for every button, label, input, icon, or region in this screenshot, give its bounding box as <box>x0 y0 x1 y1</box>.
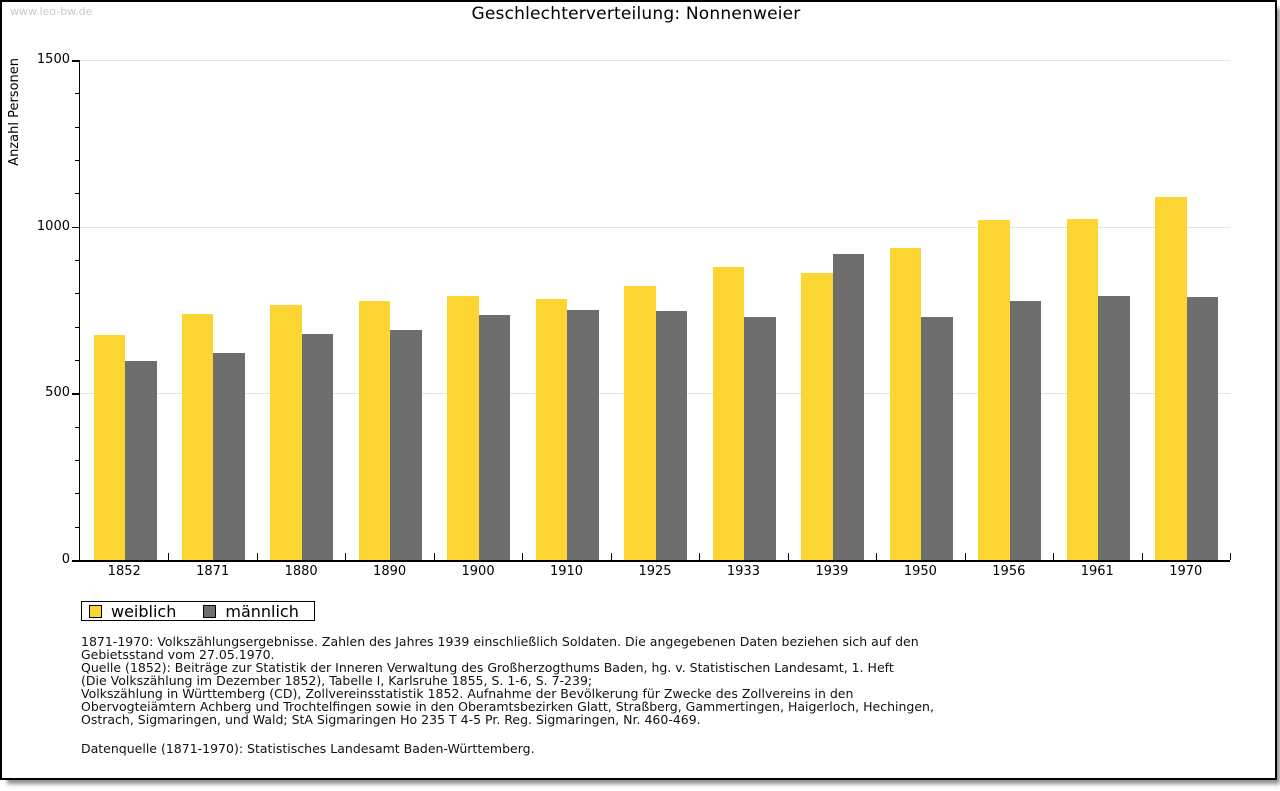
x-tick-12 <box>1141 553 1143 560</box>
datasource-line: Datenquelle (1871-1970): Statistisches L… <box>81 741 535 756</box>
y-minor-tick-700 <box>75 326 80 328</box>
footnote-line: Ostrach, Sigmaringen, und Wald; StA Sigm… <box>81 712 701 727</box>
legend-item-weiblich: weiblich <box>89 602 176 621</box>
bar-männlich-1852 <box>125 361 157 560</box>
legend-box: weiblich männlich <box>81 601 315 621</box>
y-major-tick-0 <box>72 560 80 562</box>
x-tick-label-1961: 1961 <box>1080 564 1114 579</box>
x-tick-label-1970: 1970 <box>1169 564 1203 579</box>
footnote-line: Volkszählung in Württemberg (CD), Zollve… <box>81 686 854 701</box>
bar-männlich-1939 <box>832 254 865 560</box>
x-tick-1 <box>168 553 170 560</box>
x-tick-4 <box>433 553 435 560</box>
y-major-tick-1000 <box>72 226 80 229</box>
gridline-1500 <box>80 60 1231 61</box>
y-minor-tick-900 <box>75 260 80 261</box>
bar-weiblich-1956 <box>978 219 1010 560</box>
maennlich-color-swatch <box>203 604 217 618</box>
bar-weiblich-1852 <box>93 334 125 560</box>
x-tick-9 <box>876 553 878 560</box>
y-minor-tick-200 <box>75 493 80 495</box>
y-minor-tick-300 <box>75 460 80 461</box>
bar-männlich-1970 <box>1186 297 1219 560</box>
bar-weiblich-1970 <box>1155 196 1187 560</box>
bar-weiblich-1900 <box>447 295 479 560</box>
bar-weiblich-1933 <box>712 266 745 560</box>
x-tick-5 <box>522 553 524 560</box>
x-tick-2 <box>256 553 258 560</box>
x-tick-label-1939: 1939 <box>815 564 849 579</box>
x-tick-label-1871: 1871 <box>196 564 230 579</box>
bar-männlich-1900 <box>478 314 511 560</box>
x-tick-label-1890: 1890 <box>373 564 407 579</box>
bar-weiblich-1939 <box>801 273 833 560</box>
legend-label-maennlich: männlich <box>225 601 299 621</box>
y-minor-tick-1100 <box>75 193 80 195</box>
x-tick-label-1956: 1956 <box>992 564 1026 579</box>
x-tick-label-1950: 1950 <box>903 564 937 579</box>
y-tick-label-1500: 1500 <box>36 52 70 67</box>
footnote-line: Gebietsstand vom 27.05.1970. <box>81 647 275 662</box>
x-tick-label-1900: 1900 <box>461 564 495 579</box>
x-tick-8 <box>787 553 789 560</box>
watermark-url: www.leo-bw.de <box>10 5 93 18</box>
y-major-tick-500 <box>72 393 80 395</box>
x-axis-line <box>78 560 1230 562</box>
bar-männlich-1890 <box>390 330 422 560</box>
legend-label-weiblich: weiblich <box>111 601 177 621</box>
y-minor-tick-400 <box>75 426 80 428</box>
y-tick-label-0: 0 <box>61 552 70 567</box>
footnote-line: 1871-1970: Volkszählungsergebnisse. Zahl… <box>81 634 919 649</box>
y-minor-tick-100 <box>75 526 80 528</box>
x-tick-7 <box>699 553 701 560</box>
bar-weiblich-1910 <box>535 299 568 560</box>
bar-weiblich-1880 <box>270 304 302 560</box>
bar-weiblich-1961 <box>1066 219 1099 560</box>
bar-weiblich-1890 <box>358 300 391 560</box>
bar-weiblich-1871 <box>181 314 214 560</box>
x-tick-6 <box>610 553 612 560</box>
x-tick-10 <box>964 553 966 560</box>
y-minor-tick-1200 <box>75 160 80 161</box>
x-tick-13 <box>1230 553 1231 560</box>
bar-männlich-1880 <box>301 334 334 560</box>
x-tick-label-1852: 1852 <box>107 564 141 579</box>
y-minor-tick-1300 <box>75 126 80 128</box>
bar-männlich-1925 <box>655 311 688 560</box>
legend-item-maennlich: männlich <box>203 602 299 621</box>
y-axis-line <box>78 60 80 562</box>
bar-männlich-1950 <box>921 317 953 560</box>
x-tick-label-1925: 1925 <box>638 564 672 579</box>
gridline-1000 <box>80 226 1231 228</box>
bar-weiblich-1925 <box>624 285 656 560</box>
bar-männlich-1871 <box>213 352 245 560</box>
bar-männlich-1961 <box>1098 296 1130 560</box>
x-tick-label-1880: 1880 <box>284 564 318 579</box>
y-minor-tick-600 <box>75 360 80 361</box>
y-minor-tick-800 <box>75 293 80 295</box>
bar-männlich-1933 <box>744 317 776 560</box>
y-minor-tick-1400 <box>75 93 80 95</box>
x-tick-label-1910: 1910 <box>549 564 584 579</box>
footnote-line: Obervogteiämtern Achberg und Trochtelfin… <box>81 699 934 714</box>
bar-männlich-1910 <box>567 310 599 560</box>
bar-weiblich-1950 <box>889 247 922 560</box>
y-tick-label-500: 500 <box>45 385 70 401</box>
y-major-tick-1500 <box>72 60 80 62</box>
y-tick-label-1000: 1000 <box>36 218 70 234</box>
footnote-line: Quelle (1852): Beiträge zur Statistik de… <box>81 660 894 675</box>
weiblich-color-swatch <box>89 604 102 618</box>
x-tick-3 <box>345 553 347 560</box>
chart-title: Geschlechterverteilung: Nonnenweier <box>471 4 801 24</box>
footnotes-block: 1871-1970: Volkszählungsergebnisse. Zahl… <box>81 635 934 726</box>
y-axis-title: Anzahl Personen <box>7 58 22 166</box>
x-tick-label-1933: 1933 <box>726 564 760 579</box>
footnote-line: (Die Volkszählung im Dezember 1852), Tab… <box>81 673 593 688</box>
bar-männlich-1956 <box>1009 300 1042 560</box>
x-tick-11 <box>1053 553 1055 560</box>
